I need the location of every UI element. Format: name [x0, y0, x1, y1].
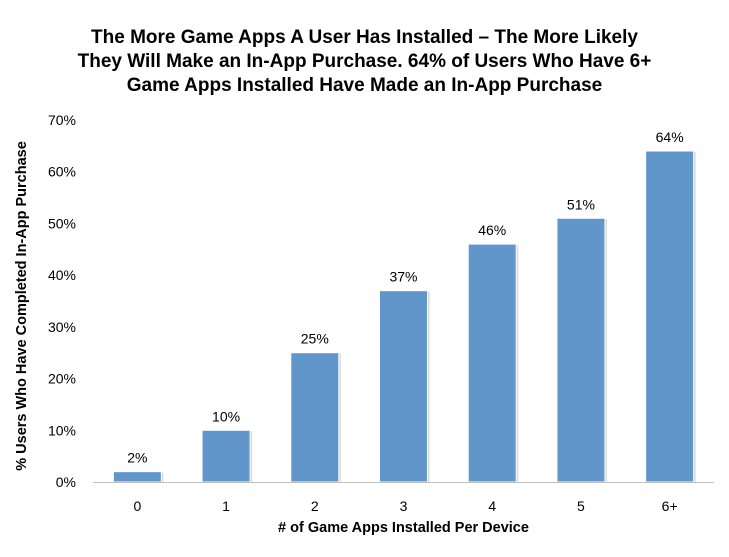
y-tick-label: 30%: [48, 319, 76, 335]
y-tick-label: 20%: [48, 371, 76, 387]
data-label: 51%: [567, 196, 595, 212]
data-label: 2%: [127, 450, 147, 466]
data-label: 37%: [389, 269, 417, 285]
x-axis-ticks: 0 1 2 3 4 5 6+: [133, 498, 677, 514]
x-tick-label: 3: [400, 498, 408, 514]
x-tick-label: 1: [222, 498, 230, 514]
data-label: 25%: [301, 331, 329, 347]
y-tick-label: 10%: [48, 422, 76, 438]
y-axis-title: % Users Who Have Completed In-App Purcha…: [14, 141, 30, 471]
x-axis-title: # of Game Apps Installed Per Device: [278, 520, 529, 536]
bar: [290, 352, 340, 483]
bar-series: 2% 10% 25% 37% 46% 51% 64%: [112, 129, 696, 483]
bar: [379, 290, 428, 483]
data-label: 46%: [478, 222, 506, 238]
y-tick-label: 40%: [48, 267, 76, 283]
x-tick-label: 5: [577, 498, 585, 514]
chart-title-line-3: Game Apps Installed Have Made an In-App …: [126, 75, 603, 96]
x-tick-label: 2: [311, 498, 319, 514]
bar: [556, 217, 606, 483]
x-tick-label: 4: [488, 498, 496, 514]
data-label: 64%: [656, 129, 684, 145]
x-tick-label: 6+: [662, 498, 678, 514]
y-tick-label: 0%: [56, 474, 76, 490]
bar: [112, 471, 162, 483]
chart-title-line-1: The More Game Apps A User Has Installed …: [91, 27, 638, 48]
chart-title: The More Game Apps A User Has Installed …: [0, 26, 729, 98]
y-tick-label: 50%: [48, 215, 76, 231]
y-tick-label: 60%: [48, 164, 76, 180]
bar: [467, 243, 517, 483]
x-tick-label: 0: [133, 498, 141, 514]
bar: [201, 429, 251, 483]
bar: [645, 150, 695, 483]
y-tick-label: 70%: [48, 112, 76, 128]
y-axis-ticks: 0% 10% 20% 30% 40% 50% 60% 70%: [48, 112, 76, 490]
chart-title-line-2: They Will Make an In-App Purchase. 64% o…: [77, 51, 652, 72]
data-label: 10%: [212, 408, 240, 424]
